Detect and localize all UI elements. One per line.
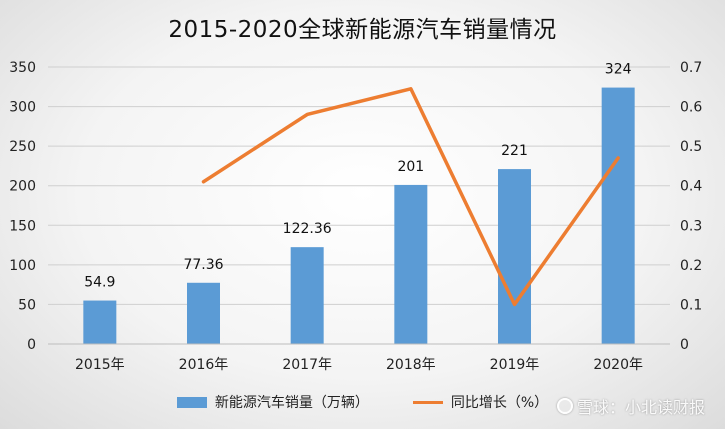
bar-data-label: 324 (605, 62, 632, 78)
x-tick-label: 2018年 (386, 357, 436, 373)
y-right-tick-label: 0.5 (680, 139, 702, 155)
bar (394, 184, 428, 344)
y-left-tick-label: 100 (9, 258, 36, 274)
chart-title: 2015-2020全球新能源汽车销量情况 (168, 17, 557, 43)
x-tick-label: 2016年 (179, 357, 229, 373)
bar (187, 282, 220, 344)
legend-item-sales: 新能源汽车销量（万辆） (176, 392, 369, 412)
bar-data-label: 77.36 (183, 257, 223, 273)
y-left-tick-label: 300 (9, 100, 36, 116)
watermark: 雪球：小北读财报 (556, 394, 705, 418)
bar-data-label: 221 (501, 143, 528, 159)
legend-item-growth: 同比增长（%） (412, 392, 549, 412)
watermark-text: 雪球：小北读财报 (576, 398, 705, 417)
legend-swatch-line (412, 400, 443, 404)
x-tick-label: 2020年 (593, 357, 643, 373)
bar (601, 87, 635, 344)
y-right-tick-label: 0.2 (680, 258, 702, 274)
y-left-tick-label: 50 (18, 297, 36, 313)
y-left-tick-label: 150 (9, 218, 36, 234)
x-tick-label: 2015年 (75, 357, 125, 373)
y-right-tick-label: 0.7 (680, 60, 702, 76)
bar-data-label: 201 (397, 159, 424, 175)
bar-data-label: 122.36 (283, 221, 332, 237)
legend-label-sales: 新能源汽车销量（万辆） (214, 395, 369, 411)
y-right-tick-label: 0.1 (680, 297, 702, 313)
y-right-tick-label: 0.4 (680, 179, 702, 195)
y-left-tick-label: 0 (27, 337, 36, 353)
x-tick-label: 2019年 (490, 357, 540, 373)
y-left-tick-label: 350 (9, 60, 36, 76)
snowball-icon (556, 398, 573, 414)
legend-label-growth: 同比增长（%） (450, 395, 549, 411)
y-right-tick-label: 0.3 (680, 218, 702, 234)
y-right-tick-label: 0.6 (680, 100, 702, 116)
bar-data-label: 54.9 (84, 275, 115, 291)
x-tick-label: 2017年 (282, 357, 332, 373)
y-left-tick-label: 250 (9, 139, 36, 155)
bar (498, 169, 531, 344)
y-right-tick-label: 0 (680, 337, 689, 353)
bar (83, 300, 117, 344)
y-left-tick-label: 200 (9, 179, 36, 195)
bar (290, 247, 324, 344)
chart-legend: 新能源汽车销量（万辆） 同比增长（%） (0, 392, 725, 412)
legend-swatch-bar (176, 396, 207, 408)
